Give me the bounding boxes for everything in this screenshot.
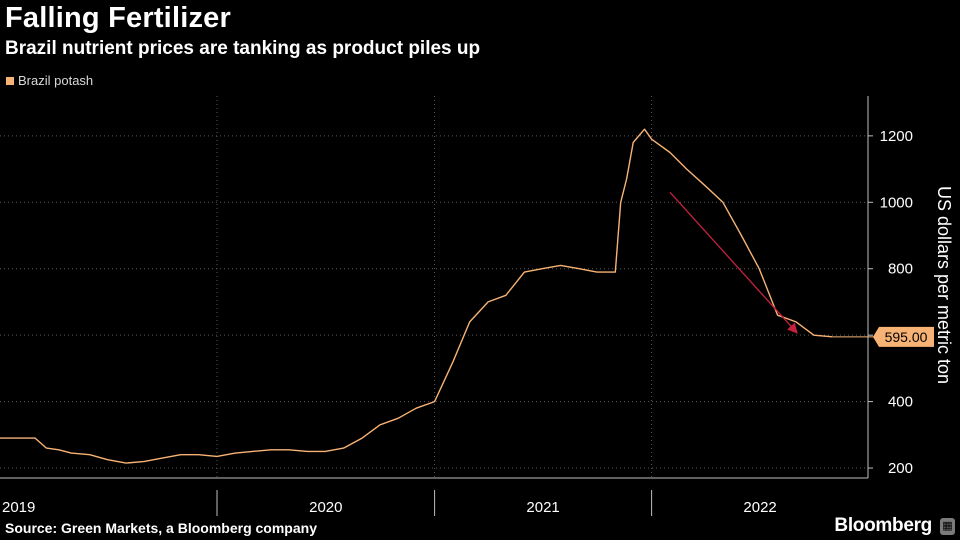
source-note: Source: Green Markets, a Bloomberg compa…	[5, 520, 317, 536]
x-tick-label: 2020	[309, 499, 342, 516]
last-value-box	[873, 326, 934, 347]
x-tick-label: 2021	[526, 499, 559, 516]
legend-label-brazil-potash: Brazil potash	[18, 73, 94, 88]
chart-subtitle: Brazil nutrient prices are tanking as pr…	[5, 38, 481, 59]
trend-arrow	[669, 191, 798, 334]
series-line-brazil-potash	[0, 128, 833, 464]
chart-title: Falling Fertilizer	[5, 2, 231, 34]
last-value-label: 595.00	[885, 329, 928, 345]
y-axis-title: US dollars per metric ton	[934, 186, 954, 384]
bloomberg-terminal-icon: ▦	[940, 518, 955, 535]
legend-swatch	[6, 76, 14, 85]
y-tick-label: 1200	[880, 128, 913, 145]
bloomberg-logo: Bloomberg	[834, 515, 932, 536]
y-tick-label: 200	[888, 460, 913, 477]
chart-legend: Brazil potash	[6, 73, 93, 88]
x-tick-label: 2022	[743, 499, 776, 516]
y-tick-label: 1000	[880, 194, 913, 211]
y-tick-label: 400	[888, 394, 913, 411]
x-tick-label: 2019	[2, 499, 35, 516]
y-tick-label: 800	[888, 261, 913, 278]
